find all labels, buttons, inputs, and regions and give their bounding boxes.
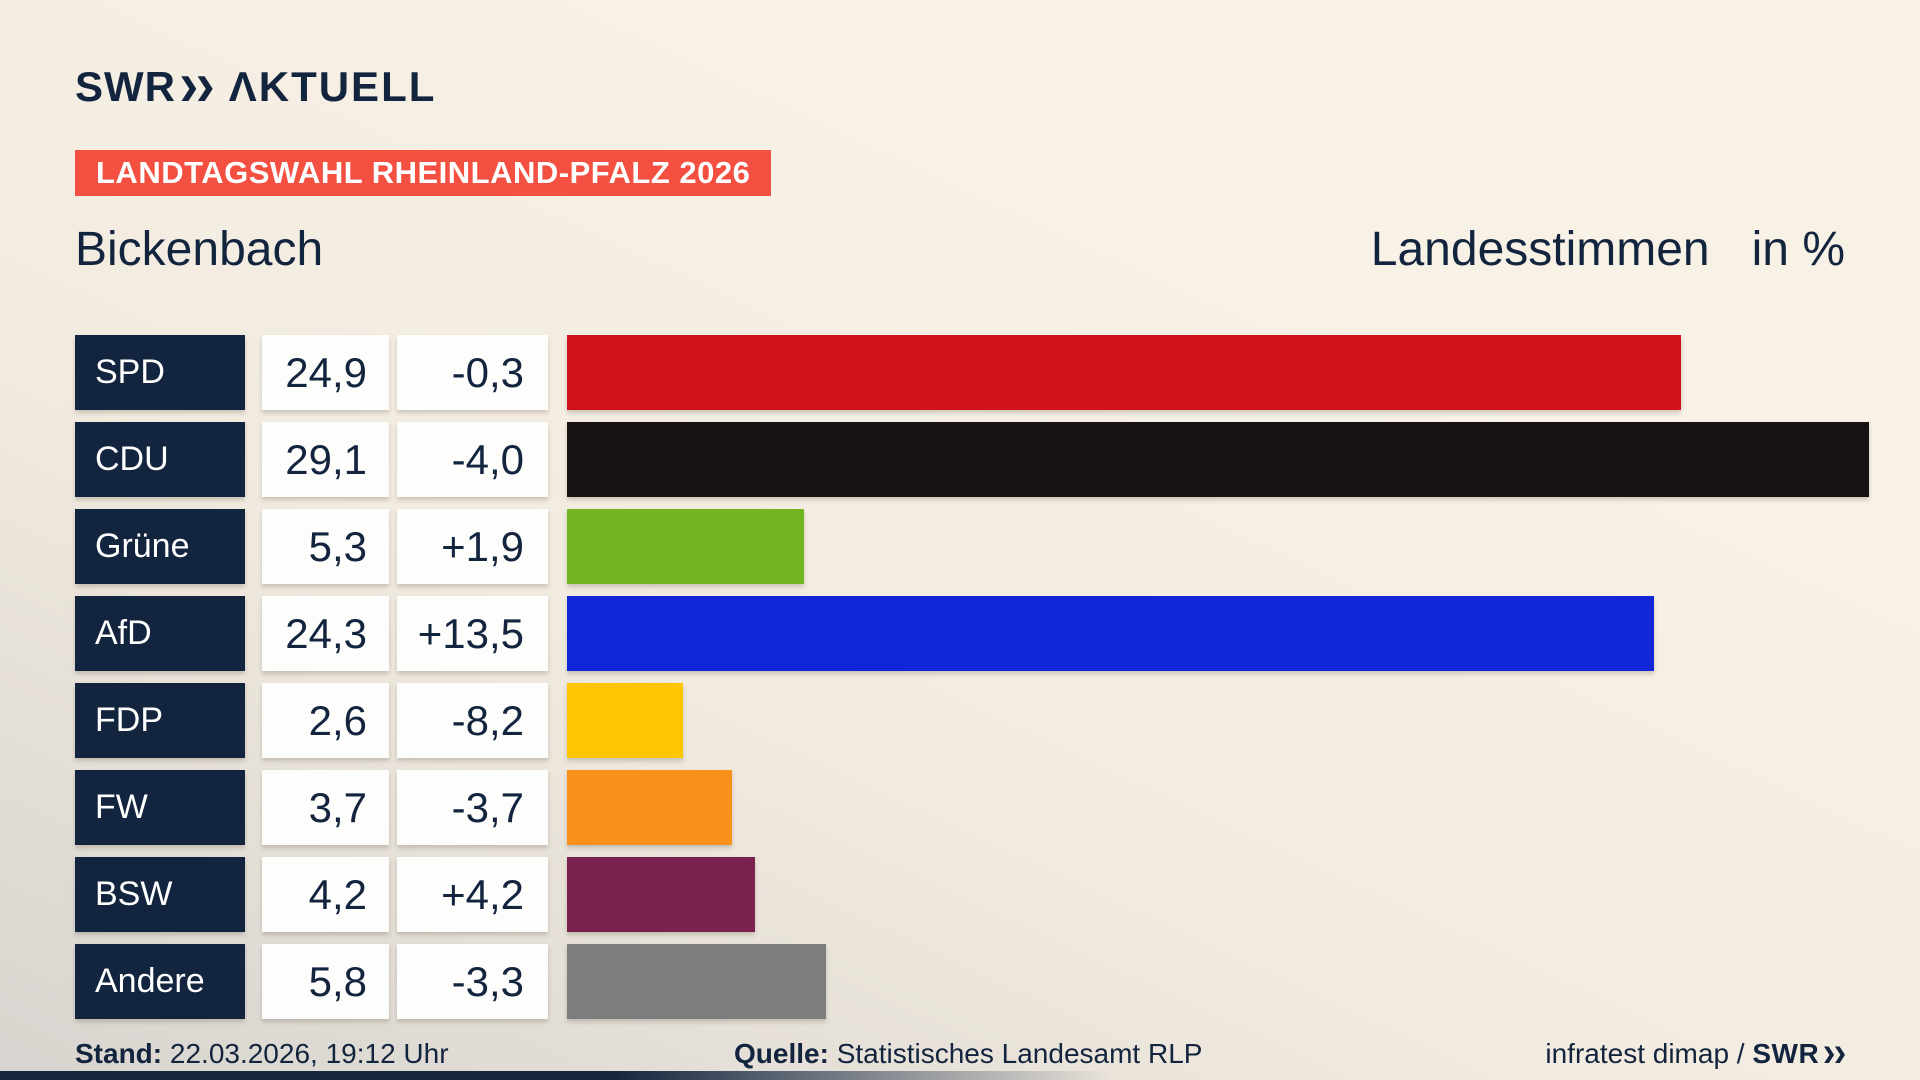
stand-label: Stand:	[75, 1038, 163, 1069]
swr-chevron-icon	[180, 66, 213, 108]
election-banner: LANDTAGSWAHL RHEINLAND-PFALZ 2026	[75, 150, 772, 196]
party-value: 24,9	[262, 335, 389, 410]
stand-value: 22.03.2026, 19:12 Uhr	[162, 1038, 449, 1069]
bar-track	[567, 509, 1920, 584]
party-change: -8,2	[397, 683, 548, 758]
party-bar	[567, 422, 1869, 497]
party-row: BSW 4,2 +4,2	[75, 857, 1920, 932]
party-row: Andere 5,8 -3,3	[75, 944, 1920, 1019]
bar-track	[567, 944, 1920, 1019]
party-label: AfD	[75, 596, 245, 671]
party-value: 3,7	[262, 770, 389, 845]
party-bar	[567, 509, 805, 584]
party-bar	[567, 770, 733, 845]
title-row: Bickenbach Landesstimmen in %	[75, 226, 1845, 274]
credit-text: infratest dimap /	[1545, 1038, 1753, 1069]
party-change: +1,9	[397, 509, 548, 584]
unit-label: in %	[1751, 223, 1845, 276]
party-bar	[567, 335, 1681, 410]
party-value: 29,1	[262, 422, 389, 497]
credit-swr-logo: SWR	[1752, 1038, 1820, 1069]
party-value: 2,6	[262, 683, 389, 758]
aktuell-wordmark: ΛKTUELL	[228, 63, 437, 110]
party-bar	[567, 596, 1654, 671]
bar-track	[567, 683, 1920, 758]
source-label: Quelle:	[734, 1038, 829, 1069]
party-value: 4,2	[262, 857, 389, 932]
credit-swr-chevron-icon	[1823, 1036, 1845, 1072]
party-row: FDP 2,6 -8,2	[75, 683, 1920, 758]
bar-track	[567, 596, 1920, 671]
swr-aktuell-logo: SWR ΛKTUELL	[75, 66, 436, 108]
party-change: +4,2	[397, 857, 548, 932]
stand-timestamp: Stand: 22.03.2026, 19:12 Uhr	[75, 1036, 449, 1072]
bar-track	[567, 335, 1920, 410]
party-change: -0,3	[397, 335, 548, 410]
region-title: Bickenbach	[75, 223, 324, 276]
party-bar	[567, 683, 684, 758]
party-change: +13,5	[397, 596, 548, 671]
swr-wordmark: SWR	[75, 63, 176, 110]
party-row: AfD 24,3 +13,5	[75, 596, 1920, 671]
party-row: Grüne 5,3 +1,9	[75, 509, 1920, 584]
party-bar	[567, 857, 755, 932]
party-row: FW 3,7 -3,7	[75, 770, 1920, 845]
bottom-accent-strip	[0, 1071, 1920, 1080]
party-row: CDU 29,1 -4,0	[75, 422, 1920, 497]
measure-title: Landesstimmen in %	[1371, 226, 1845, 274]
bar-track	[567, 770, 1920, 845]
party-label: SPD	[75, 335, 245, 410]
bar-track	[567, 857, 1920, 932]
party-row: SPD 24,9 -0,3	[75, 335, 1920, 410]
bar-track	[567, 422, 1920, 497]
party-change: -4,0	[397, 422, 548, 497]
party-value: 5,3	[262, 509, 389, 584]
source-note: Quelle: Statistisches Landesamt RLP	[734, 1036, 1202, 1072]
party-label: CDU	[75, 422, 245, 497]
party-change: -3,7	[397, 770, 548, 845]
source-value: Statistisches Landesamt RLP	[828, 1038, 1203, 1069]
party-value: 5,8	[262, 944, 389, 1019]
footer: Stand: 22.03.2026, 19:12 Uhr Quelle: Sta…	[0, 1036, 1920, 1072]
credit-note: infratest dimap / SWR	[1545, 1036, 1845, 1072]
party-bar	[567, 944, 827, 1019]
party-change: -3,3	[397, 944, 548, 1019]
bar-chart: SPD 24,9 -0,3 CDU 29,1 -4,0 Grüne 5,3 +1…	[75, 335, 1920, 1031]
party-label: BSW	[75, 857, 245, 932]
election-banner-label: LANDTAGSWAHL RHEINLAND-PFALZ 2026	[96, 155, 751, 190]
party-label: FDP	[75, 683, 245, 758]
party-label: Grüne	[75, 509, 245, 584]
party-label: Andere	[75, 944, 245, 1019]
party-value: 24,3	[262, 596, 389, 671]
party-label: FW	[75, 770, 245, 845]
measure-label: Landesstimmen	[1370, 223, 1710, 276]
